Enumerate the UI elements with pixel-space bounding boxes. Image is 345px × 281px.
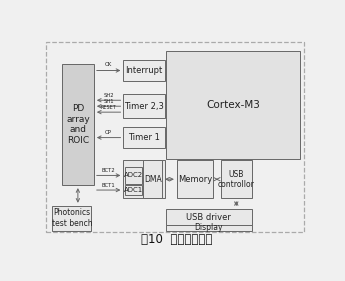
Text: CK: CK	[105, 62, 112, 67]
Bar	[166, 209, 252, 225]
Text: RESET: RESET	[101, 105, 117, 110]
Bar	[124, 160, 165, 198]
Bar	[52, 206, 91, 231]
Text: SH2: SH2	[103, 93, 114, 98]
Text: Memory: Memory	[178, 175, 212, 184]
Bar	[166, 225, 252, 231]
Text: BCT1: BCT1	[102, 183, 116, 188]
Bar	[124, 127, 165, 148]
Bar	[177, 160, 213, 198]
Text: ADC2: ADC2	[124, 173, 143, 178]
Text: 图10  成像系统框图: 图10 成像系统框图	[141, 233, 213, 246]
Text: SH1: SH1	[103, 99, 114, 104]
Text: Display: Display	[195, 223, 223, 232]
Bar	[221, 160, 252, 198]
Text: PD
array
and
ROIC: PD array and ROIC	[66, 105, 90, 145]
Bar	[62, 64, 94, 185]
Bar	[166, 51, 300, 159]
Bar	[125, 167, 142, 184]
Text: Photonics
test bench: Photonics test bench	[51, 209, 92, 228]
Text: BCT2: BCT2	[102, 168, 116, 173]
Bar	[144, 160, 162, 198]
Bar	[124, 94, 165, 118]
Text: Timer 2,3: Timer 2,3	[124, 102, 164, 111]
Text: Timer 1: Timer 1	[128, 133, 160, 142]
Bar	[46, 42, 304, 232]
Text: Cortex-M3: Cortex-M3	[206, 100, 260, 110]
Text: Interrupt: Interrupt	[126, 66, 163, 75]
Text: USB
controllor: USB controllor	[218, 169, 255, 189]
Text: USB driver: USB driver	[186, 213, 231, 222]
Text: ADC1: ADC1	[124, 187, 143, 193]
Text: CP: CP	[105, 130, 112, 135]
Text: DMA: DMA	[144, 175, 161, 184]
Bar	[124, 60, 165, 81]
Bar	[125, 185, 142, 195]
